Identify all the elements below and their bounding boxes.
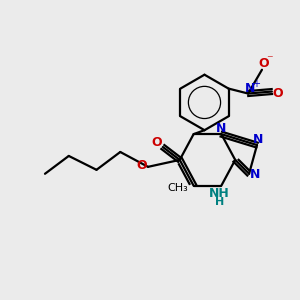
Text: N: N [250,168,260,181]
Text: N: N [245,82,255,95]
Text: ⁻: ⁻ [267,53,273,66]
Text: N: N [216,122,226,135]
Text: H: H [215,196,224,206]
Text: O: O [259,57,269,70]
Text: CH₃: CH₃ [167,183,188,193]
Text: O: O [272,87,283,100]
Text: N: N [253,133,263,146]
Text: O: O [137,159,147,172]
Text: NH: NH [209,187,230,200]
Text: O: O [152,136,162,148]
Text: +: + [252,79,260,88]
